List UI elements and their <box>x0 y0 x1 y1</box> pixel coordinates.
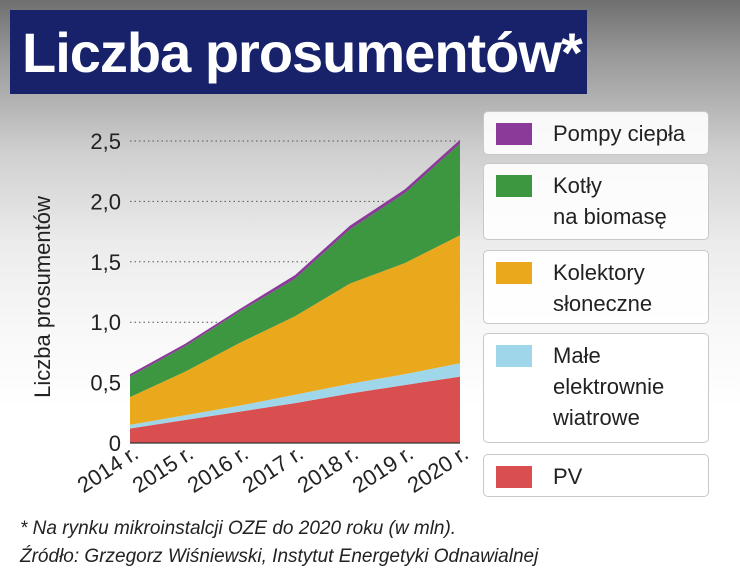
area-series-kotły <box>130 143 460 398</box>
footnote-note: * Na rynku mikroinstalcji OZE do 2020 ro… <box>20 518 457 539</box>
footnote: * Na rynku mikroinstalcji OZE do 2020 ro… <box>20 515 538 571</box>
x-tick-label: 2017 r. <box>238 440 308 498</box>
legend-swatch-kotly <box>496 175 532 197</box>
y-tick-label: 1,5 <box>90 250 121 275</box>
legend-item-kolektory: Kolektory słoneczne <box>483 250 709 324</box>
legend-swatch-pv <box>496 466 532 488</box>
legend-item-kotly: Kotły na biomasę <box>483 163 709 240</box>
y-tick-label: 0 <box>109 431 121 456</box>
stacked-areas <box>130 139 460 443</box>
page-title: Liczba prosumentów* <box>22 20 583 84</box>
footnote-source: Źródło: Grzegorz Wiśniewski, Instytut En… <box>20 546 539 567</box>
x-tick-label: 2016 r. <box>183 440 253 498</box>
y-axis-label: Liczba prosumentów <box>30 196 55 398</box>
legend-item-pompy-ciepla: Pompy ciepła <box>483 111 709 155</box>
y-tick-label: 2,5 <box>90 129 121 154</box>
legend-label-male-elektrownie: Małe elektrownie wiatrowe <box>553 343 665 430</box>
legend-swatch-male-elektrownie <box>496 345 532 367</box>
legend-item-pv: PV <box>483 454 709 497</box>
y-tick-label: 1,0 <box>90 310 121 335</box>
legend-label-kolektory: Kolektory słoneczne <box>553 260 653 316</box>
legend-swatch-pompy-ciepla <box>496 123 532 145</box>
legend-swatch-kolektory <box>496 262 532 284</box>
x-tick-labels: 2014 r.2015 r.2016 r.2017 r.2018 r.2019 … <box>73 440 473 498</box>
legend-label-pv: PV <box>553 464 583 489</box>
x-tick-label: 2019 r. <box>348 440 418 498</box>
area-series-małe <box>130 363 460 429</box>
x-tick-label: 2018 r. <box>293 440 363 498</box>
x-tick-label: 2015 r. <box>128 440 198 498</box>
x-tick-label: 2014 r. <box>73 440 143 498</box>
y-tick-labels: 0 0,5 1,0 1,5 2,0 2,5 <box>90 129 121 456</box>
legend-label-pompy-ciepla: Pompy ciepła <box>553 121 686 146</box>
area-series-pv <box>130 376 460 443</box>
title-banner: Liczba prosumentów* <box>10 10 587 94</box>
x-tick-label: 2020 r. <box>403 440 473 498</box>
y-tick-label: 0,5 <box>90 371 121 396</box>
area-series-kolektory <box>130 235 460 425</box>
legend-label-kotly: Kotły na biomasę <box>553 173 667 229</box>
legend-item-male-elektrownie: Małe elektrownie wiatrowe <box>483 333 709 443</box>
y-tick-label: 2,0 <box>90 189 121 214</box>
